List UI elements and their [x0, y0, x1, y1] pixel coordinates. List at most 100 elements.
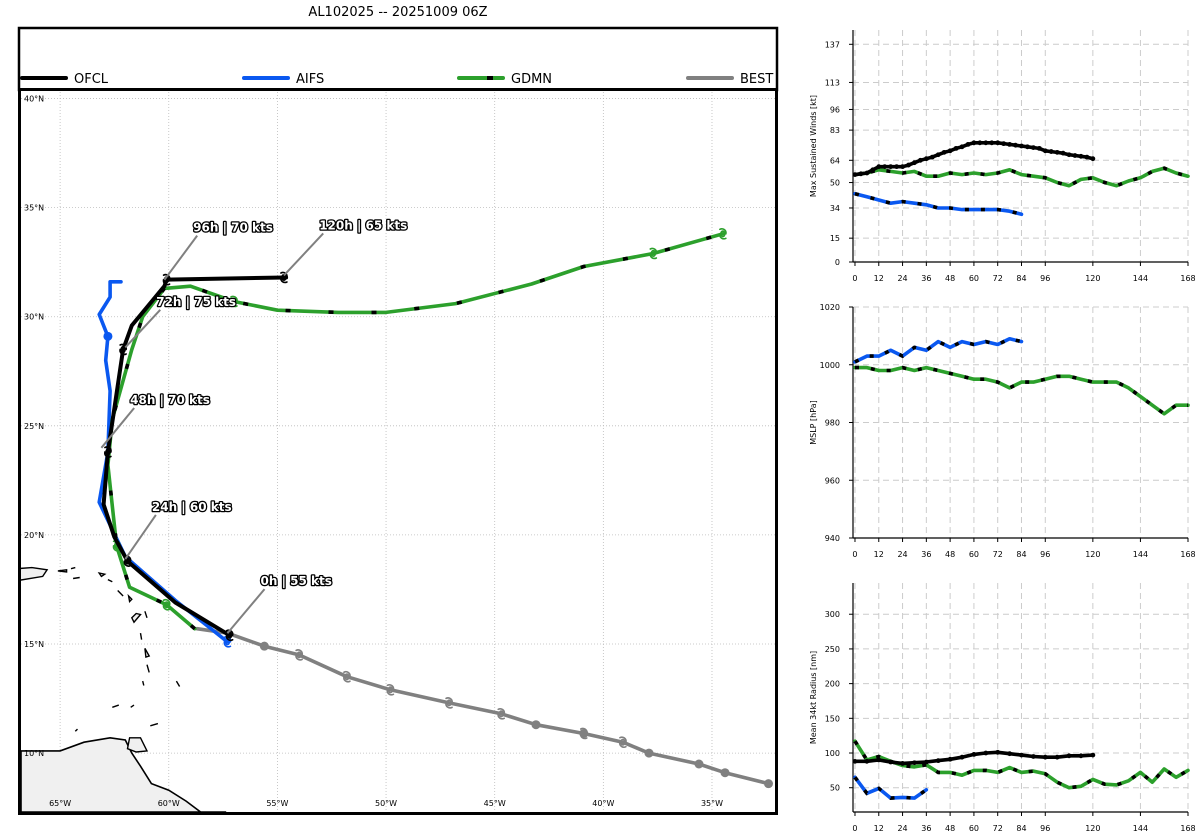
panel-y-tick: 200 [825, 680, 840, 689]
map-lat-tick: 20°N [24, 531, 44, 540]
map-lat-tick: 15°N [24, 640, 44, 649]
panel-y-tick: 1020 [820, 303, 840, 312]
ofcl-point [953, 145, 959, 151]
series-aifs [853, 191, 1024, 217]
forecast-annotation: 96h | 70 kts [193, 221, 273, 235]
panel-x-tick: 0 [852, 550, 857, 559]
panel-y-tick: 64 [830, 156, 840, 165]
panel-y-tick: 980 [825, 419, 840, 428]
ofcl-point [983, 750, 989, 756]
panel-x-tick: 24 [897, 550, 907, 559]
ofcl-point [1060, 150, 1066, 156]
ofcl-point [1042, 148, 1048, 154]
ofcl-point [1025, 144, 1030, 150]
panel-x-tick: 72 [993, 824, 1003, 833]
ofcl-point [989, 140, 995, 146]
ofcl-point [894, 164, 900, 170]
ofcl-point [983, 140, 989, 146]
panel-x-tick: 60 [969, 274, 979, 283]
panel-ylabel: Mean 34kt Radius [nm] [809, 651, 818, 744]
ofcl-point [876, 757, 882, 763]
map-lat-tick: 10°N [24, 749, 44, 758]
panel-x-tick: 72 [993, 550, 1003, 559]
legend-label-best: BEST [740, 72, 773, 87]
panel-x-tick: 96 [1040, 274, 1050, 283]
panel-x-tick: 48 [945, 824, 955, 833]
panel-x-tick: 48 [945, 550, 955, 559]
panel-y-tick: 1000 [820, 361, 840, 370]
legend-label-aifs: AIFS [296, 72, 324, 87]
annotation-leader [283, 232, 324, 277]
ofcl-point [1036, 145, 1042, 151]
island [112, 704, 120, 708]
ofcl-point [912, 760, 917, 766]
island [139, 632, 143, 640]
panel-y-tick: 250 [825, 645, 840, 654]
island [126, 737, 149, 753]
ofcl-point [971, 752, 977, 757]
ofcl-point [852, 172, 858, 178]
island [70, 566, 76, 570]
ofcl-point [1030, 754, 1036, 759]
track-point-best [763, 779, 773, 789]
panel-x-tick: 144 [1133, 274, 1148, 283]
map-lon-tick: 65°W [49, 799, 71, 808]
series-aifs-dashes [853, 776, 928, 800]
panel-y-tick: 96 [830, 105, 840, 114]
map-lon-tick: 60°W [158, 799, 180, 808]
panel-y-tick: 83 [830, 126, 840, 135]
south-america-land [21, 736, 227, 812]
forecast-annotation: 24h | 60 kts [152, 500, 232, 514]
ofcl-point [995, 749, 1001, 755]
ofcl-point [1090, 156, 1096, 162]
ofcl-point [1048, 149, 1054, 154]
panel-x-tick: 84 [1016, 274, 1026, 283]
panel-x-tick: 144 [1133, 824, 1148, 833]
ofcl-point [1042, 754, 1048, 760]
track-ofcl [101, 275, 289, 638]
ofcl-point [935, 758, 941, 764]
island [130, 704, 135, 708]
ofcl-point [1054, 754, 1060, 760]
ofcl-point [917, 157, 923, 163]
ofcl-point [1072, 153, 1078, 158]
island [72, 576, 80, 580]
panel-x-tick: 168 [1180, 550, 1195, 559]
island [74, 728, 78, 732]
legend: OFCL AIFS GDMN BEST [17, 26, 779, 92]
panel-x-tick: 72 [993, 274, 1003, 283]
island [144, 611, 148, 619]
panel-x-tick: 168 [1180, 824, 1195, 833]
map-lat-tick: 25°N [24, 422, 44, 431]
panel-x-tick: 60 [969, 824, 979, 833]
panel-x-tick: 60 [969, 550, 979, 559]
island [97, 572, 107, 578]
series-gdmn-dashes [853, 740, 1189, 790]
panel-x-tick: 12 [874, 824, 884, 833]
ofcl-point [888, 164, 894, 170]
ofcl-point [1066, 152, 1072, 158]
panel-y-tick: 0 [835, 258, 840, 267]
panel-x-tick: 120 [1085, 274, 1100, 283]
panel-x-tick: 168 [1180, 274, 1195, 283]
panel-x-tick: 36 [921, 824, 931, 833]
panel-y-tick: 50 [830, 784, 840, 793]
annotation-leader [124, 514, 157, 560]
island [127, 593, 133, 603]
ofcl-point [1019, 752, 1024, 758]
annotation-leader [226, 588, 266, 634]
forecast-annotation: 48h | 70 kts [130, 393, 210, 407]
panel-x-tick: 120 [1085, 824, 1100, 833]
forecast-annotation: 72h | 75 kts [156, 295, 236, 309]
island [117, 590, 124, 597]
panel-x-tick: 36 [921, 550, 931, 559]
ofcl-point [995, 140, 1001, 146]
panel-y-tick: 15 [830, 234, 840, 243]
track-point-best [259, 641, 269, 651]
ofcl-point [864, 170, 870, 176]
ofcl-point [900, 164, 905, 170]
panel-y-tick: 113 [825, 78, 840, 87]
ofcl-point [900, 761, 905, 766]
ofcl-point [923, 759, 929, 765]
